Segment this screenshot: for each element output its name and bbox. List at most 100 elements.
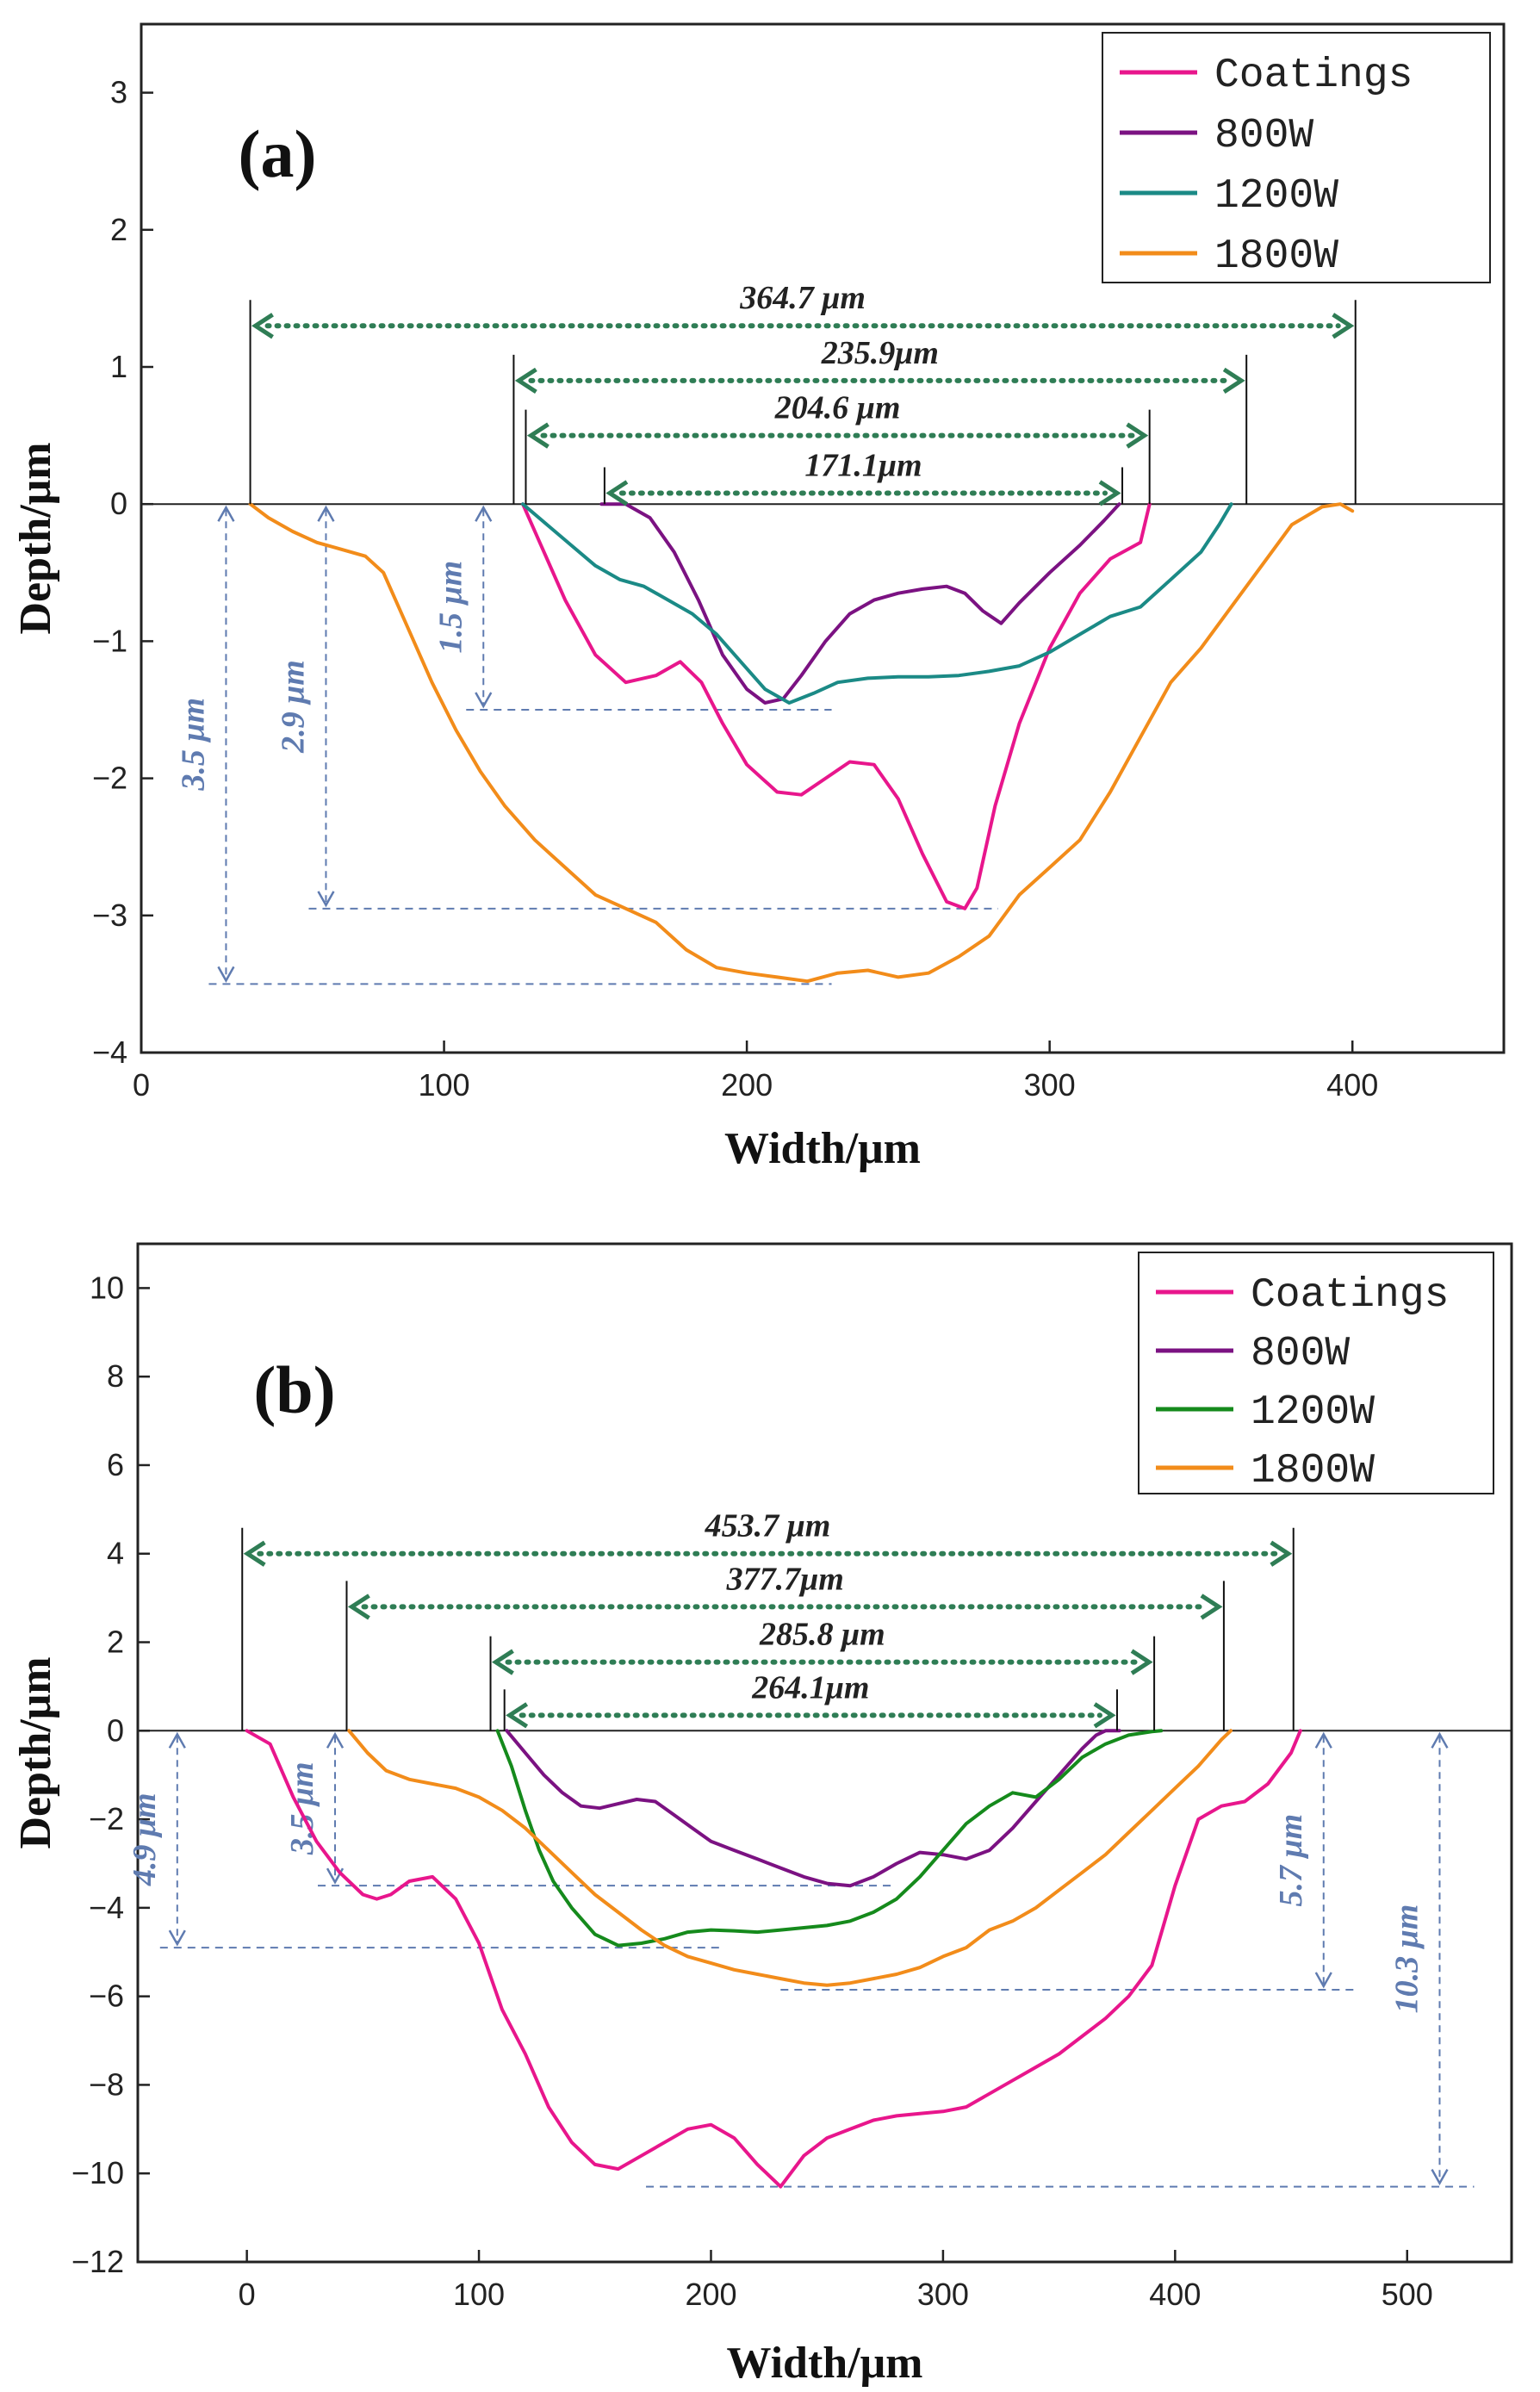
depth-arrow-head-bottom	[168, 1929, 186, 1947]
x-tick-label: 100	[419, 1067, 470, 1103]
panel-b: 0 100 200 300 400 500 −12 −10 −8 −6 −4 −2 0 2 4 6 8 10 Wid…	[11, 1242, 1513, 2388]
legend-label: 1800W	[1251, 1448, 1375, 1494]
legend-label: 1800W	[1214, 233, 1338, 280]
y-tick-label: 2	[107, 1625, 124, 1660]
legend-label: 800W	[1214, 113, 1313, 159]
depth-arrow-head-bottom	[475, 692, 493, 709]
y-tick-label: −2	[89, 1801, 124, 1836]
y-tick-label: −4	[92, 1034, 127, 1070]
width-arrow-head-right	[1130, 1649, 1153, 1675]
legend-label: 800W	[1251, 1331, 1350, 1377]
width-arrow-head-right	[1098, 480, 1121, 506]
x-tick-label: 400	[1326, 1067, 1378, 1103]
x-tick-label: 300	[1024, 1067, 1076, 1103]
depth-arrow-head-top	[168, 1731, 186, 1749]
plot-frame	[140, 22, 1506, 1054]
y-tick-label: 3	[110, 75, 127, 110]
depth-arrow-head-bottom	[1314, 1972, 1332, 1989]
y-tick-label: 6	[107, 1447, 124, 1482]
y-tick-label: −8	[89, 2066, 124, 2102]
legend-label: Coatings	[1214, 53, 1413, 99]
depth-annotation-label: 4.9 μm	[127, 1792, 163, 1886]
panel-a: 0 100 200 300 400 −4 −3 −2 −1 0 1 2 3 Width/μm Depth/μ…	[11, 22, 1506, 1173]
width-arrow-head-right	[1093, 1702, 1116, 1729]
legend-label: 1200W	[1214, 173, 1338, 220]
y-tick-label: 4	[107, 1536, 124, 1571]
series-line-1200w	[495, 1729, 1164, 1948]
depth-arrow-head-top	[317, 505, 335, 522]
depth-annotation-label: 3.5 μm	[175, 698, 211, 792]
width-arrow-head-right	[1126, 422, 1149, 449]
width-arrow-head-right	[1332, 313, 1355, 339]
width-arrow-head-right	[1200, 1594, 1223, 1620]
width-annotation-label: 171.1μm	[804, 447, 922, 483]
width-arrow-head-right	[1222, 367, 1245, 395]
x-tick-label: 0	[133, 1067, 150, 1103]
y-tick-label: 2	[110, 212, 127, 247]
y-tick-label: −3	[92, 898, 127, 933]
plot-frame	[136, 1242, 1513, 2264]
width-annotation-label: 453.7 μm	[705, 1508, 831, 1544]
y-tick-label: 0	[110, 486, 127, 521]
depth-arrow-head-top	[1431, 1731, 1449, 1749]
x-tick-label: 0	[239, 2277, 256, 2312]
depth-annotation-label: 5.7 μm	[1273, 1814, 1309, 1907]
width-annotation-label: 364.7 μm	[739, 280, 866, 316]
legend-label: Coatings	[1251, 1272, 1449, 1319]
y-tick-label: 1	[110, 349, 127, 384]
width-annotation-label: 235.9μm	[821, 335, 939, 371]
series-line-coatings	[521, 502, 1152, 910]
width-annotation-label: 204.6 μm	[774, 390, 901, 426]
legend-label: 1200W	[1251, 1389, 1375, 1436]
y-tick-label: −6	[89, 1979, 124, 2014]
y-tick-label: 0	[107, 1712, 124, 1748]
depth-arrow-head-top	[217, 505, 235, 522]
depth-annotation-label: 10.3 μm	[1388, 1904, 1425, 2014]
x-tick-label: 100	[453, 2277, 505, 2312]
width-annotation-label: 264.1μm	[751, 1669, 869, 1705]
depth-arrow-head-top	[326, 1731, 345, 1749]
depth-arrow-head-bottom	[1431, 2169, 1449, 2186]
depth-annotation-label: 1.5 μm	[432, 561, 469, 654]
x-tick-label: 200	[685, 2277, 736, 2312]
depth-arrow-head-top	[1314, 1731, 1332, 1749]
width-annotation-label: 377.7μm	[726, 1561, 844, 1597]
width-arrow-head-left	[605, 480, 629, 506]
x-tick-label: 200	[721, 1067, 773, 1103]
width-arrow-head-left	[506, 1702, 529, 1729]
x-tick-label: 400	[1149, 2277, 1201, 2312]
x-axis-label: Width/μm	[724, 1124, 921, 1173]
y-tick-label: −2	[92, 761, 127, 796]
depth-annotation-label: 2.9 μm	[275, 660, 311, 754]
y-tick-label: −12	[71, 2244, 124, 2279]
series-line-1800w	[347, 1729, 1233, 1987]
width-arrow-head-right	[1270, 1540, 1293, 1567]
series-line-1200w	[521, 502, 1233, 705]
series-line-800w	[505, 1729, 1121, 1888]
depth-arrow-head-bottom	[317, 891, 335, 908]
width-arrow-head-left	[347, 1594, 370, 1620]
series-line-800w	[599, 502, 1121, 705]
y-tick-label: −4	[89, 1890, 124, 1925]
panel-label: (b)	[253, 1352, 335, 1427]
y-axis-label: Depth/μm	[11, 442, 60, 634]
width-arrow-head-left	[243, 1540, 266, 1567]
panel-label: (a)	[239, 116, 317, 191]
depth-arrow-head-top	[475, 505, 493, 522]
y-tick-label: 10	[90, 1270, 124, 1305]
y-tick-label: 8	[107, 1358, 124, 1394]
y-axis-label: Depth/μm	[11, 1656, 60, 1848]
width-arrow-head-left	[526, 422, 550, 449]
x-axis-label: Width/μm	[727, 2339, 923, 2388]
y-tick-label: −10	[71, 2155, 124, 2190]
x-tick-label: 300	[917, 2277, 969, 2312]
series-line-coatings	[245, 1729, 1302, 2189]
width-arrow-head-left	[491, 1649, 514, 1675]
depth-arrow-head-bottom	[217, 966, 235, 983]
y-tick-label: −1	[92, 623, 127, 658]
width-arrow-head-left	[251, 313, 274, 339]
x-tick-label: 500	[1382, 2277, 1433, 2312]
series-line-1800w	[248, 502, 1355, 984]
width-arrow-head-left	[514, 367, 537, 395]
